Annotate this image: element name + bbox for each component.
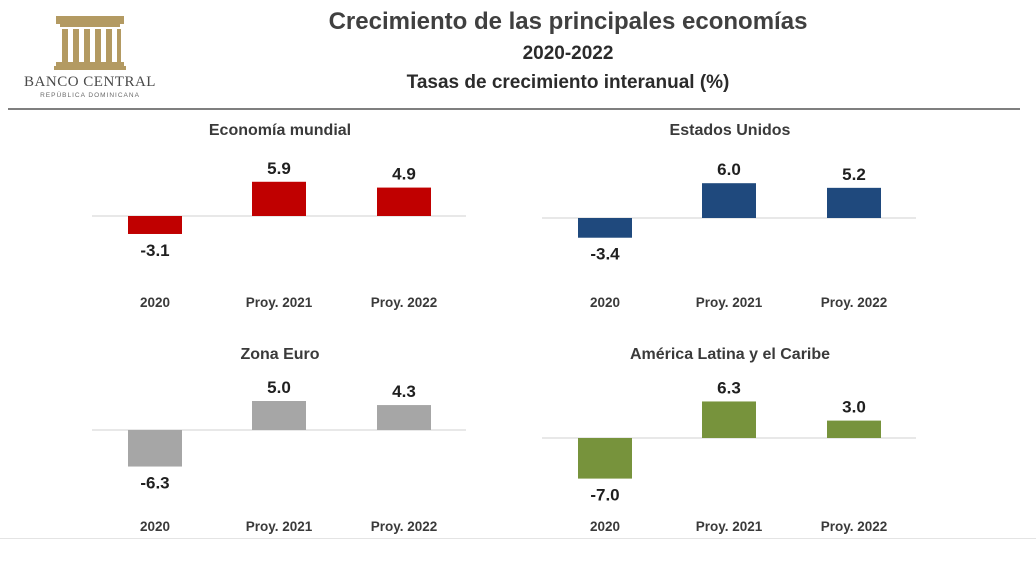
data-label: 4.3 — [392, 382, 416, 401]
chart-plot: -7.0 2020 6.3 Proy. 2021 3.0 Proy. 2022 — [542, 378, 916, 534]
category-label: 2020 — [140, 295, 170, 310]
category-label: Proy. 2021 — [696, 295, 763, 310]
data-label: 5.0 — [267, 378, 291, 397]
page-title: Crecimiento de las principales economías — [328, 8, 808, 35]
bar — [578, 438, 632, 479]
category-label: 2020 — [590, 295, 620, 310]
page-period: 2020-2022 — [522, 43, 614, 64]
bar — [702, 401, 756, 438]
page-subtitle: Tasas de crecimiento interanual (%) — [406, 72, 730, 93]
bar — [827, 187, 881, 218]
data-label: 5.9 — [267, 159, 291, 178]
bar — [252, 181, 306, 216]
category-label: Proy. 2021 — [246, 519, 313, 534]
chart-economia-mundial: Economía mundial -3.1 2020 5.9 Proy. 2021 4.… — [60, 122, 500, 342]
chart-plot: -3.1 2020 5.9 Proy. 2021 4.9 Proy. 2022 — [92, 159, 466, 310]
bar — [128, 216, 182, 234]
bar — [578, 218, 632, 238]
category-label: 2020 — [590, 519, 620, 534]
category-label: Proy. 2022 — [371, 519, 438, 534]
bottom-divider — [0, 538, 1036, 539]
chart-america-latina: América Latina y el Caribe -7.0 2020 6.3 Pr… — [510, 346, 950, 566]
data-label: -7.0 — [590, 486, 619, 505]
data-label: -3.1 — [140, 241, 169, 260]
header-divider — [8, 108, 1020, 110]
category-label: Proy. 2022 — [821, 295, 888, 310]
data-label: 4.9 — [392, 165, 416, 184]
bar — [128, 430, 182, 467]
data-label: -3.4 — [590, 245, 620, 264]
chart-plot: -3.4 2020 6.0 Proy. 2021 5.2 Proy. 2022 — [542, 160, 916, 310]
bar — [377, 187, 431, 216]
chart-zona-euro: Zona Euro -6.3 2020 5.0 Proy. 2021 4.3 Proy. … — [60, 346, 500, 566]
columns-logo-icon — [54, 16, 126, 70]
chart-title: Estados Unidos — [669, 122, 791, 139]
category-label: Proy. 2022 — [821, 519, 888, 534]
logo-name: BANCO CENTRAL — [24, 74, 156, 90]
chart-title: América Latina y el Caribe — [629, 346, 831, 363]
data-label: 5.2 — [842, 165, 866, 184]
category-label: Proy. 2022 — [371, 295, 438, 310]
bar — [702, 183, 756, 218]
chart-estados-unidos: Estados Unidos -3.4 2020 6.0 Proy. 2021 5.2 P… — [510, 122, 950, 342]
data-label: 6.3 — [717, 378, 741, 397]
category-label: Proy. 2021 — [696, 519, 763, 534]
bar — [377, 405, 431, 430]
category-label: Proy. 2021 — [246, 295, 313, 310]
chart-plot: -6.3 2020 5.0 Proy. 2021 4.3 Proy. 2022 — [92, 378, 466, 534]
data-label: -6.3 — [140, 474, 169, 493]
data-label: 3.0 — [842, 398, 866, 417]
chart-title: Economía mundial — [208, 122, 352, 139]
category-label: 2020 — [140, 519, 170, 534]
bar — [252, 401, 306, 430]
chart-title: Zona Euro — [240, 346, 320, 363]
logo-subtitle: REPÚBLICA DOMINICANA — [40, 92, 140, 99]
bar — [827, 420, 881, 438]
bank-logo: BANCO CENTRAL REPÚBLICA DOMINICANA — [10, 12, 170, 102]
data-label: 6.0 — [717, 160, 741, 179]
